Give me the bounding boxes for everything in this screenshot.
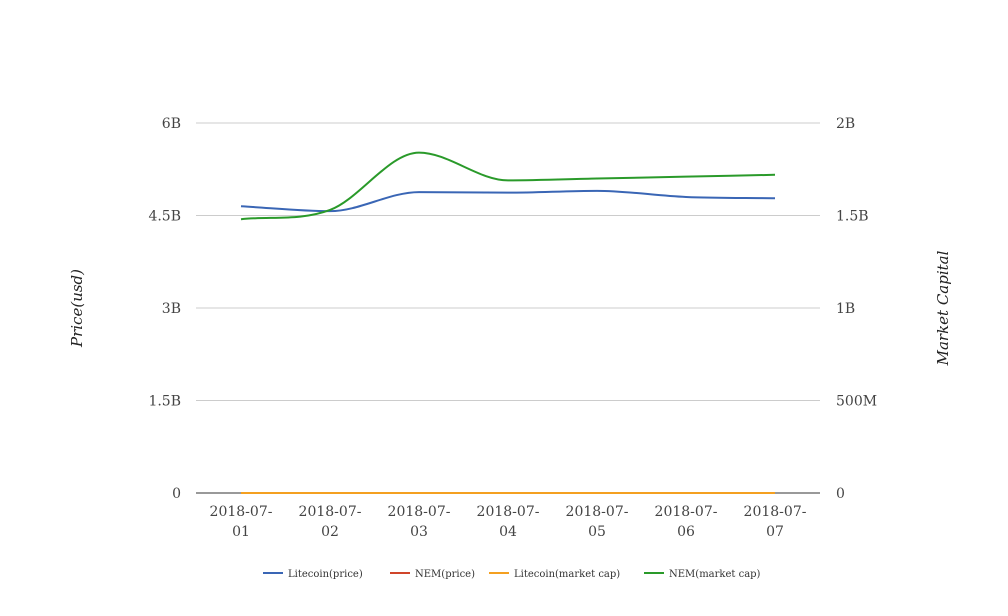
right-tick-label: 0	[836, 486, 845, 502]
left-tick-label: 3B	[162, 301, 181, 317]
legend: Litecoin(price) NEM(price) Litecoin(market…	[263, 569, 761, 580]
gridlines	[196, 122, 820, 494]
right-axis-title: Market Capital	[934, 250, 952, 366]
legend-label-litecoin-price: Litecoin(price)	[288, 569, 363, 580]
left-tick-label: 4.5B	[148, 209, 181, 225]
x-tick-label: 2018-07-07	[744, 504, 807, 540]
x-tick-label: 2018-07-01	[210, 504, 273, 540]
left-tick-label: 1.5B	[148, 394, 181, 410]
series-lines	[240, 151, 776, 495]
x-tick-label: 2018-07-05	[566, 504, 629, 540]
series-line-nem-market-cap	[240, 151, 776, 221]
legend-label-nem-market-cap: NEM(market cap)	[669, 569, 761, 580]
right-axis: 0 500M 1B 1.5B 2B	[836, 116, 877, 502]
legend-label-litecoin-market-cap: Litecoin(market cap)	[514, 569, 620, 580]
left-axis-title: Price(usd)	[68, 269, 86, 348]
x-tick-label: 2018-07-06	[655, 504, 718, 540]
left-tick-label: 0	[172, 486, 181, 502]
x-tick-label: 2018-07-03	[388, 504, 451, 540]
right-tick-label: 2B	[836, 116, 855, 132]
x-axis: 2018-07-01 2018-07-02 2018-07-03 2018-07-04…	[210, 504, 807, 540]
x-tick-label: 2018-07-04	[477, 504, 540, 540]
series-line-litecoin-price	[240, 189, 776, 213]
right-tick-label: 1.5B	[836, 209, 869, 225]
left-axis: 0 1.5B 3B 4.5B 6B	[148, 116, 181, 502]
right-tick-label: 500M	[836, 394, 877, 410]
right-tick-label: 1B	[836, 301, 855, 317]
legend-label-nem-price: NEM(price)	[415, 569, 475, 580]
left-tick-label: 6B	[162, 116, 181, 132]
x-tick-label: 2018-07-02	[299, 504, 362, 540]
